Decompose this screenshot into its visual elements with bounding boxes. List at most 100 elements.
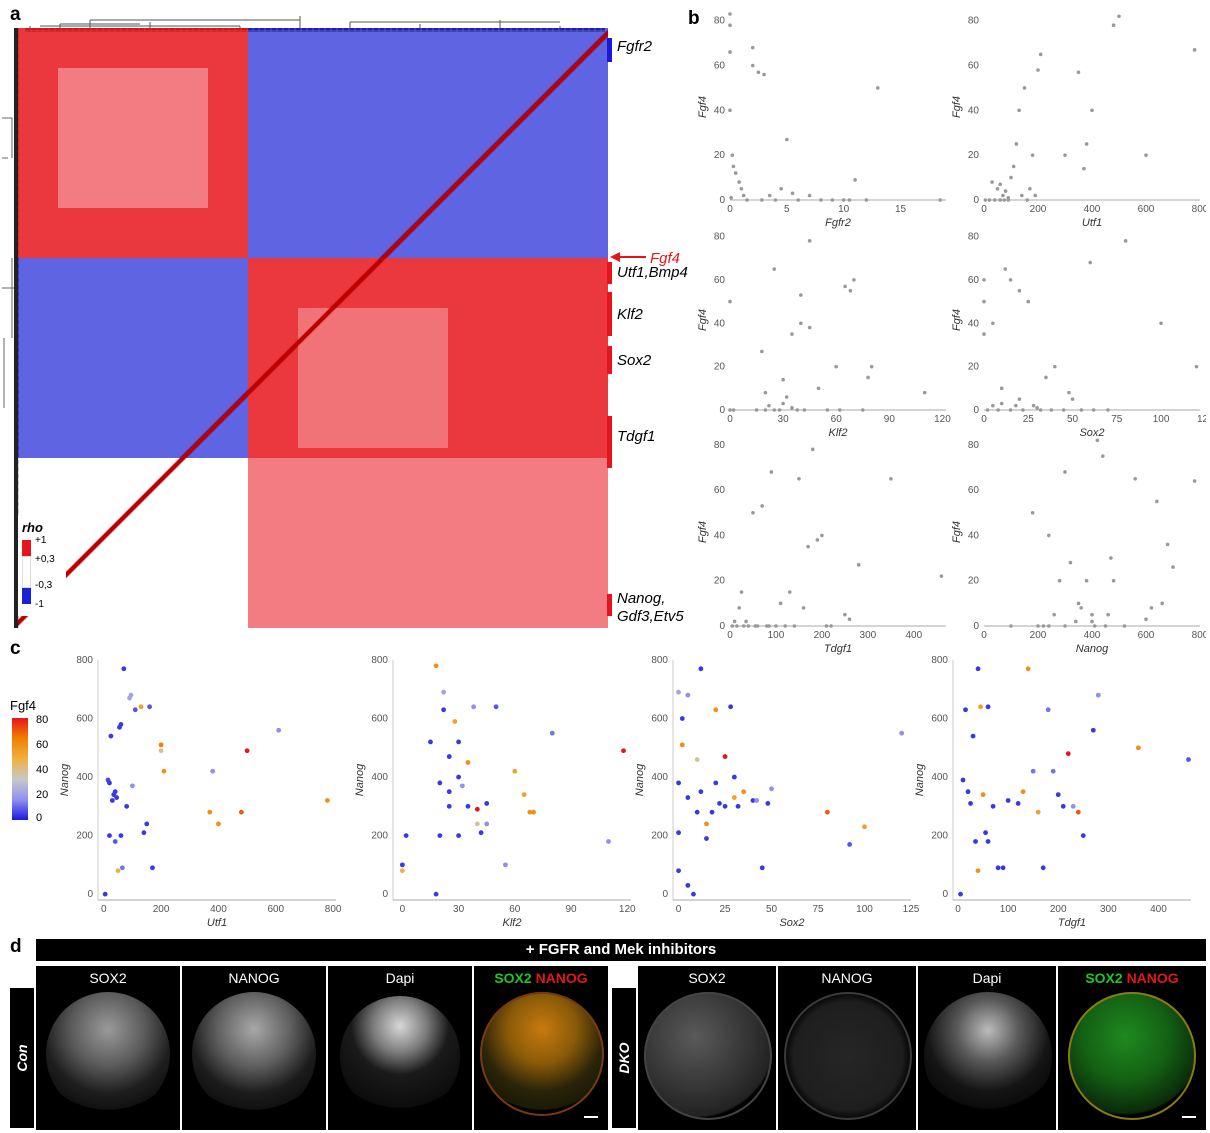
data-point — [1079, 606, 1083, 610]
data-point — [1014, 142, 1019, 146]
data-point — [739, 186, 744, 191]
data-point — [731, 774, 737, 780]
data-point — [1026, 299, 1031, 304]
data-point — [754, 798, 760, 803]
gene-bar-tdgf1 — [607, 416, 612, 468]
data-point — [975, 666, 981, 672]
data-point — [1020, 789, 1026, 795]
x-tick-label: 200 — [1050, 904, 1067, 915]
data-point — [968, 801, 973, 806]
con-merge-image: SOX2 NANOG — [474, 966, 608, 1130]
data-point — [741, 789, 747, 795]
data-point — [843, 612, 847, 617]
data-point — [1095, 692, 1101, 698]
y-tick-label: 200 — [371, 831, 388, 842]
data-point — [852, 278, 856, 282]
data-point — [732, 619, 737, 624]
data-point — [1155, 499, 1159, 504]
x-tick-label: 200 — [153, 904, 170, 915]
data-point — [1008, 278, 1013, 282]
data-point — [1049, 408, 1054, 412]
x-axis-title: Sox2 — [779, 917, 804, 929]
data-point — [111, 792, 117, 798]
data-point — [853, 178, 857, 182]
data-point — [433, 663, 439, 669]
data-point — [799, 321, 803, 326]
data-point — [1084, 142, 1089, 146]
data-point — [763, 408, 768, 412]
data-point — [1149, 606, 1154, 610]
embryo-disk — [924, 992, 1052, 1120]
data-point — [985, 408, 990, 412]
scatter-fgf4-vs-nanog: 0 200 400 600 800 0 20 40 60 80 Nanog Fgf4 — [951, 438, 1206, 655]
data-point — [679, 742, 685, 748]
data-point — [1053, 364, 1057, 369]
data-point — [503, 862, 508, 868]
channel-label: NANOG — [228, 970, 280, 986]
con-nanog-image: NANOG — [182, 966, 326, 1130]
x-tick-label: 0 — [981, 630, 987, 641]
data-point — [1070, 397, 1075, 401]
data-point — [1003, 267, 1008, 271]
x-tick-label: 60 — [831, 414, 843, 425]
data-point — [769, 470, 774, 474]
data-point — [737, 606, 741, 610]
data-point — [1028, 186, 1032, 191]
data-point — [141, 830, 147, 836]
data-point — [1135, 745, 1141, 751]
data-point — [1079, 408, 1084, 412]
data-point — [837, 408, 842, 412]
data-point — [1111, 578, 1116, 583]
data-point — [521, 792, 527, 798]
gene-label-fgfr2: Fgfr2 — [617, 38, 653, 55]
y-tick-label: 60 — [968, 275, 980, 286]
x-axis-title: Klf2 — [829, 427, 848, 439]
data-point — [1035, 809, 1041, 815]
data-point — [781, 401, 785, 406]
data-point — [784, 395, 789, 399]
data-point — [993, 198, 997, 202]
data-point — [982, 332, 986, 336]
data-point — [801, 606, 806, 610]
y-tick-label: 600 — [651, 714, 668, 725]
data-point — [728, 108, 732, 113]
x-tick-label: 0 — [727, 414, 733, 425]
x-tick-label: 25 — [1023, 414, 1035, 425]
data-point — [527, 809, 533, 815]
data-point — [1092, 624, 1097, 628]
data-point — [722, 803, 728, 809]
data-point — [1017, 108, 1021, 113]
data-point — [991, 403, 995, 408]
colorbar-white — [22, 556, 31, 588]
data-point — [484, 821, 490, 827]
data-point — [207, 809, 213, 815]
data-point — [731, 164, 736, 169]
data-point — [118, 833, 124, 839]
data-point — [990, 180, 994, 184]
gene-label-gdf3-etv5: Gdf3,Etv5 — [617, 608, 684, 625]
data-point — [774, 624, 778, 628]
x-tick-label: 5 — [784, 204, 790, 215]
y-tick-label: 0 — [662, 889, 668, 900]
data-point — [980, 792, 986, 798]
y-tick-label: 40 — [968, 530, 980, 541]
data-point — [995, 186, 1000, 191]
x-tick-label: 100 — [856, 904, 873, 915]
correlation-heatmap — [18, 28, 608, 628]
data-point — [810, 447, 815, 452]
data-point — [452, 719, 458, 724]
data-point — [210, 768, 216, 774]
data-point — [1003, 189, 1008, 193]
data-point — [1070, 803, 1076, 809]
data-point — [1075, 809, 1081, 815]
data-point — [985, 704, 991, 710]
y-tick-label: 800 — [931, 655, 948, 666]
data-point — [512, 768, 518, 774]
x-tick-label: 125 — [1197, 414, 1206, 425]
x-tick-label: 100 — [1000, 904, 1017, 915]
data-point — [1036, 624, 1040, 628]
y-tick-label: 0 — [382, 889, 388, 900]
channel-label: Dapi — [972, 970, 1002, 986]
data-point — [847, 198, 852, 202]
data-point — [606, 839, 611, 844]
